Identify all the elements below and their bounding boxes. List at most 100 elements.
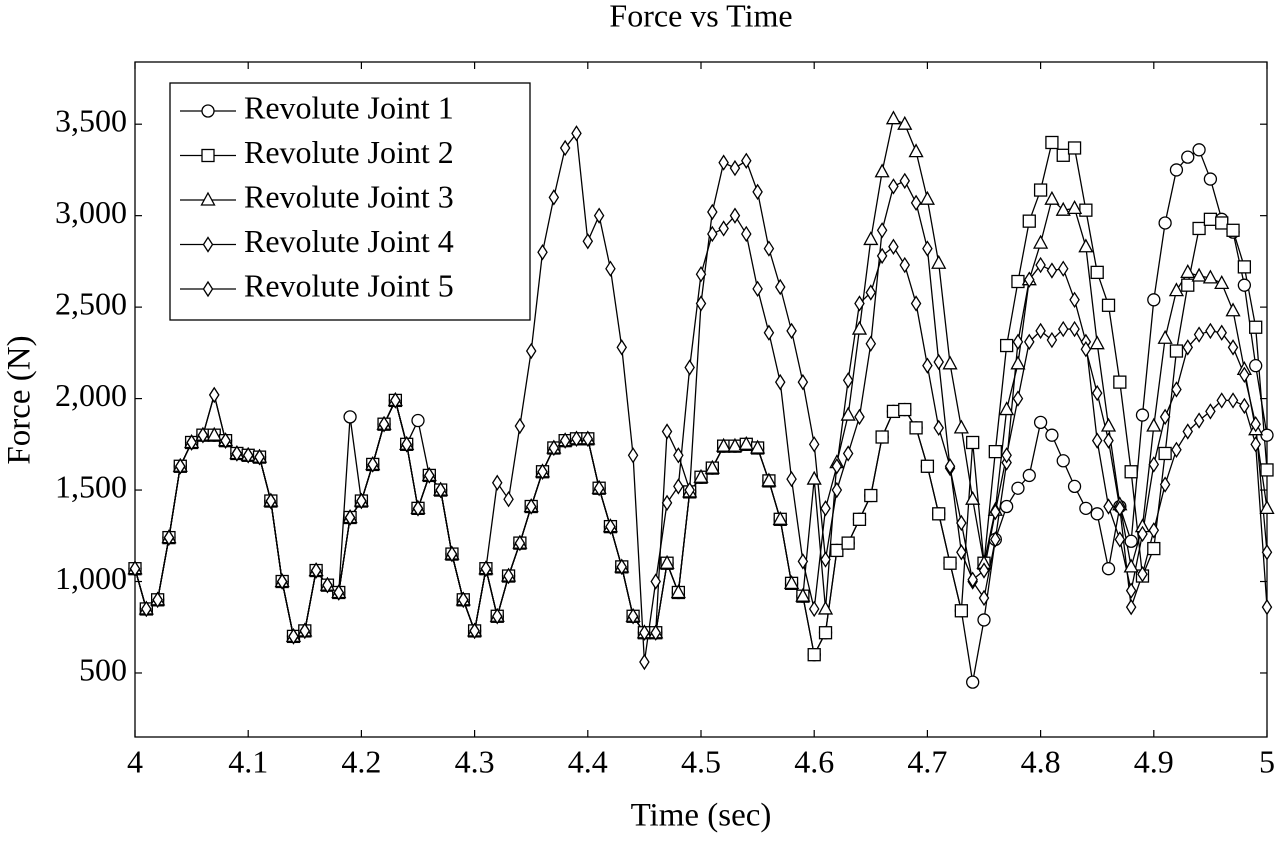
marker-diamond <box>152 591 163 609</box>
marker-square <box>909 421 923 435</box>
marker-diamond <box>1171 381 1182 398</box>
marker-diamond <box>1046 262 1058 279</box>
marker-triangle <box>953 419 969 434</box>
marker-triangle <box>1089 335 1105 350</box>
marker-circle <box>1158 216 1172 230</box>
marker-diamond <box>202 236 214 253</box>
marker-diamond <box>593 480 605 497</box>
marker-diamond <box>1216 324 1227 341</box>
marker-square <box>818 626 833 640</box>
marker-square <box>1056 148 1070 162</box>
legend-label: Revolute Joint 1 <box>244 89 454 125</box>
marker-diamond <box>854 408 865 426</box>
marker-square <box>1022 214 1036 228</box>
marker-diamond <box>288 628 299 645</box>
marker-circle <box>999 499 1014 514</box>
marker-square <box>999 338 1014 353</box>
marker-triangle <box>1010 355 1026 370</box>
marker-diamond <box>435 481 446 499</box>
marker-diamond <box>1024 271 1035 288</box>
marker-triangle <box>806 470 822 485</box>
marker-square <box>1124 465 1138 479</box>
marker-circle <box>1147 293 1161 307</box>
marker-diamond <box>899 172 911 190</box>
marker-diamond <box>582 233 594 250</box>
marker-diamond <box>446 545 458 563</box>
marker-diamond <box>820 551 831 568</box>
marker-diamond <box>922 240 933 257</box>
marker-circle <box>1124 534 1138 548</box>
marker-diamond <box>1103 432 1114 449</box>
marker-diamond <box>1046 331 1058 349</box>
marker-diamond <box>1080 340 1092 358</box>
series-layer <box>127 110 1275 689</box>
x-tick-label: 4.7 <box>907 743 947 779</box>
marker-diamond <box>401 436 412 453</box>
marker-triangle <box>919 190 935 205</box>
marker-diamond <box>967 571 978 588</box>
marker-square <box>920 459 935 473</box>
marker-diamond <box>208 386 220 404</box>
marker-diamond <box>1057 320 1069 338</box>
marker-diamond <box>650 624 661 641</box>
marker-square <box>1045 135 1059 150</box>
marker-diamond <box>593 207 605 224</box>
marker-diamond <box>186 434 197 451</box>
marker-diamond <box>752 280 763 298</box>
marker-diamond <box>854 295 865 312</box>
marker-diamond <box>1205 403 1216 420</box>
marker-circle <box>343 410 357 424</box>
x-tick-label: 4.8 <box>1021 743 1061 779</box>
marker-diamond <box>202 280 214 298</box>
marker-square <box>852 512 867 526</box>
marker-square <box>988 444 1002 459</box>
x-tick-label: 4.1 <box>228 743 268 779</box>
marker-circle <box>1249 359 1263 373</box>
marker-triangle <box>200 191 216 206</box>
marker-diamond <box>514 534 526 552</box>
chart-title: Force vs Time <box>609 0 792 33</box>
marker-square <box>1215 216 1229 230</box>
marker-diamond <box>1137 565 1148 583</box>
marker-square <box>1158 446 1172 461</box>
marker-square <box>1101 298 1116 312</box>
marker-triangle <box>1225 302 1241 317</box>
marker-diamond <box>888 178 899 195</box>
y-axis-label: Force (N) <box>2 335 38 464</box>
marker-diamond <box>910 295 922 312</box>
marker-diamond <box>639 624 650 641</box>
marker-diamond <box>978 589 990 607</box>
marker-triangle <box>761 472 777 487</box>
marker-diamond <box>559 139 571 157</box>
marker-square <box>898 402 912 417</box>
marker-diamond <box>661 423 673 440</box>
x-tick-label: 4.9 <box>1134 743 1174 779</box>
marker-diamond <box>525 498 537 515</box>
marker-triangle <box>750 439 766 454</box>
marker-diamond <box>786 470 797 488</box>
marker-triangle <box>1168 282 1185 297</box>
marker-diamond <box>707 203 718 221</box>
marker-diamond <box>390 392 401 409</box>
marker-diamond <box>933 419 944 437</box>
marker-diamond <box>956 514 967 532</box>
marker-triangle <box>1044 190 1060 205</box>
marker-diamond <box>1239 366 1250 384</box>
marker-circle <box>1079 501 1093 515</box>
marker-diamond <box>1227 339 1239 356</box>
marker-diamond <box>1103 498 1114 515</box>
marker-diamond <box>831 458 843 475</box>
marker-triangle <box>727 437 743 452</box>
marker-square <box>1011 274 1025 289</box>
marker-diamond <box>1035 322 1046 340</box>
marker-square <box>1033 183 1048 197</box>
marker-diamond <box>469 622 480 640</box>
marker-diamond <box>797 553 809 570</box>
legend-label: Revolute Joint 5 <box>244 267 454 303</box>
marker-diamond <box>774 278 786 296</box>
marker-diamond <box>808 436 820 453</box>
marker-diamond <box>582 430 594 448</box>
marker-diamond <box>163 529 175 546</box>
marker-triangle <box>693 468 709 483</box>
marker-triangle <box>1259 499 1275 514</box>
